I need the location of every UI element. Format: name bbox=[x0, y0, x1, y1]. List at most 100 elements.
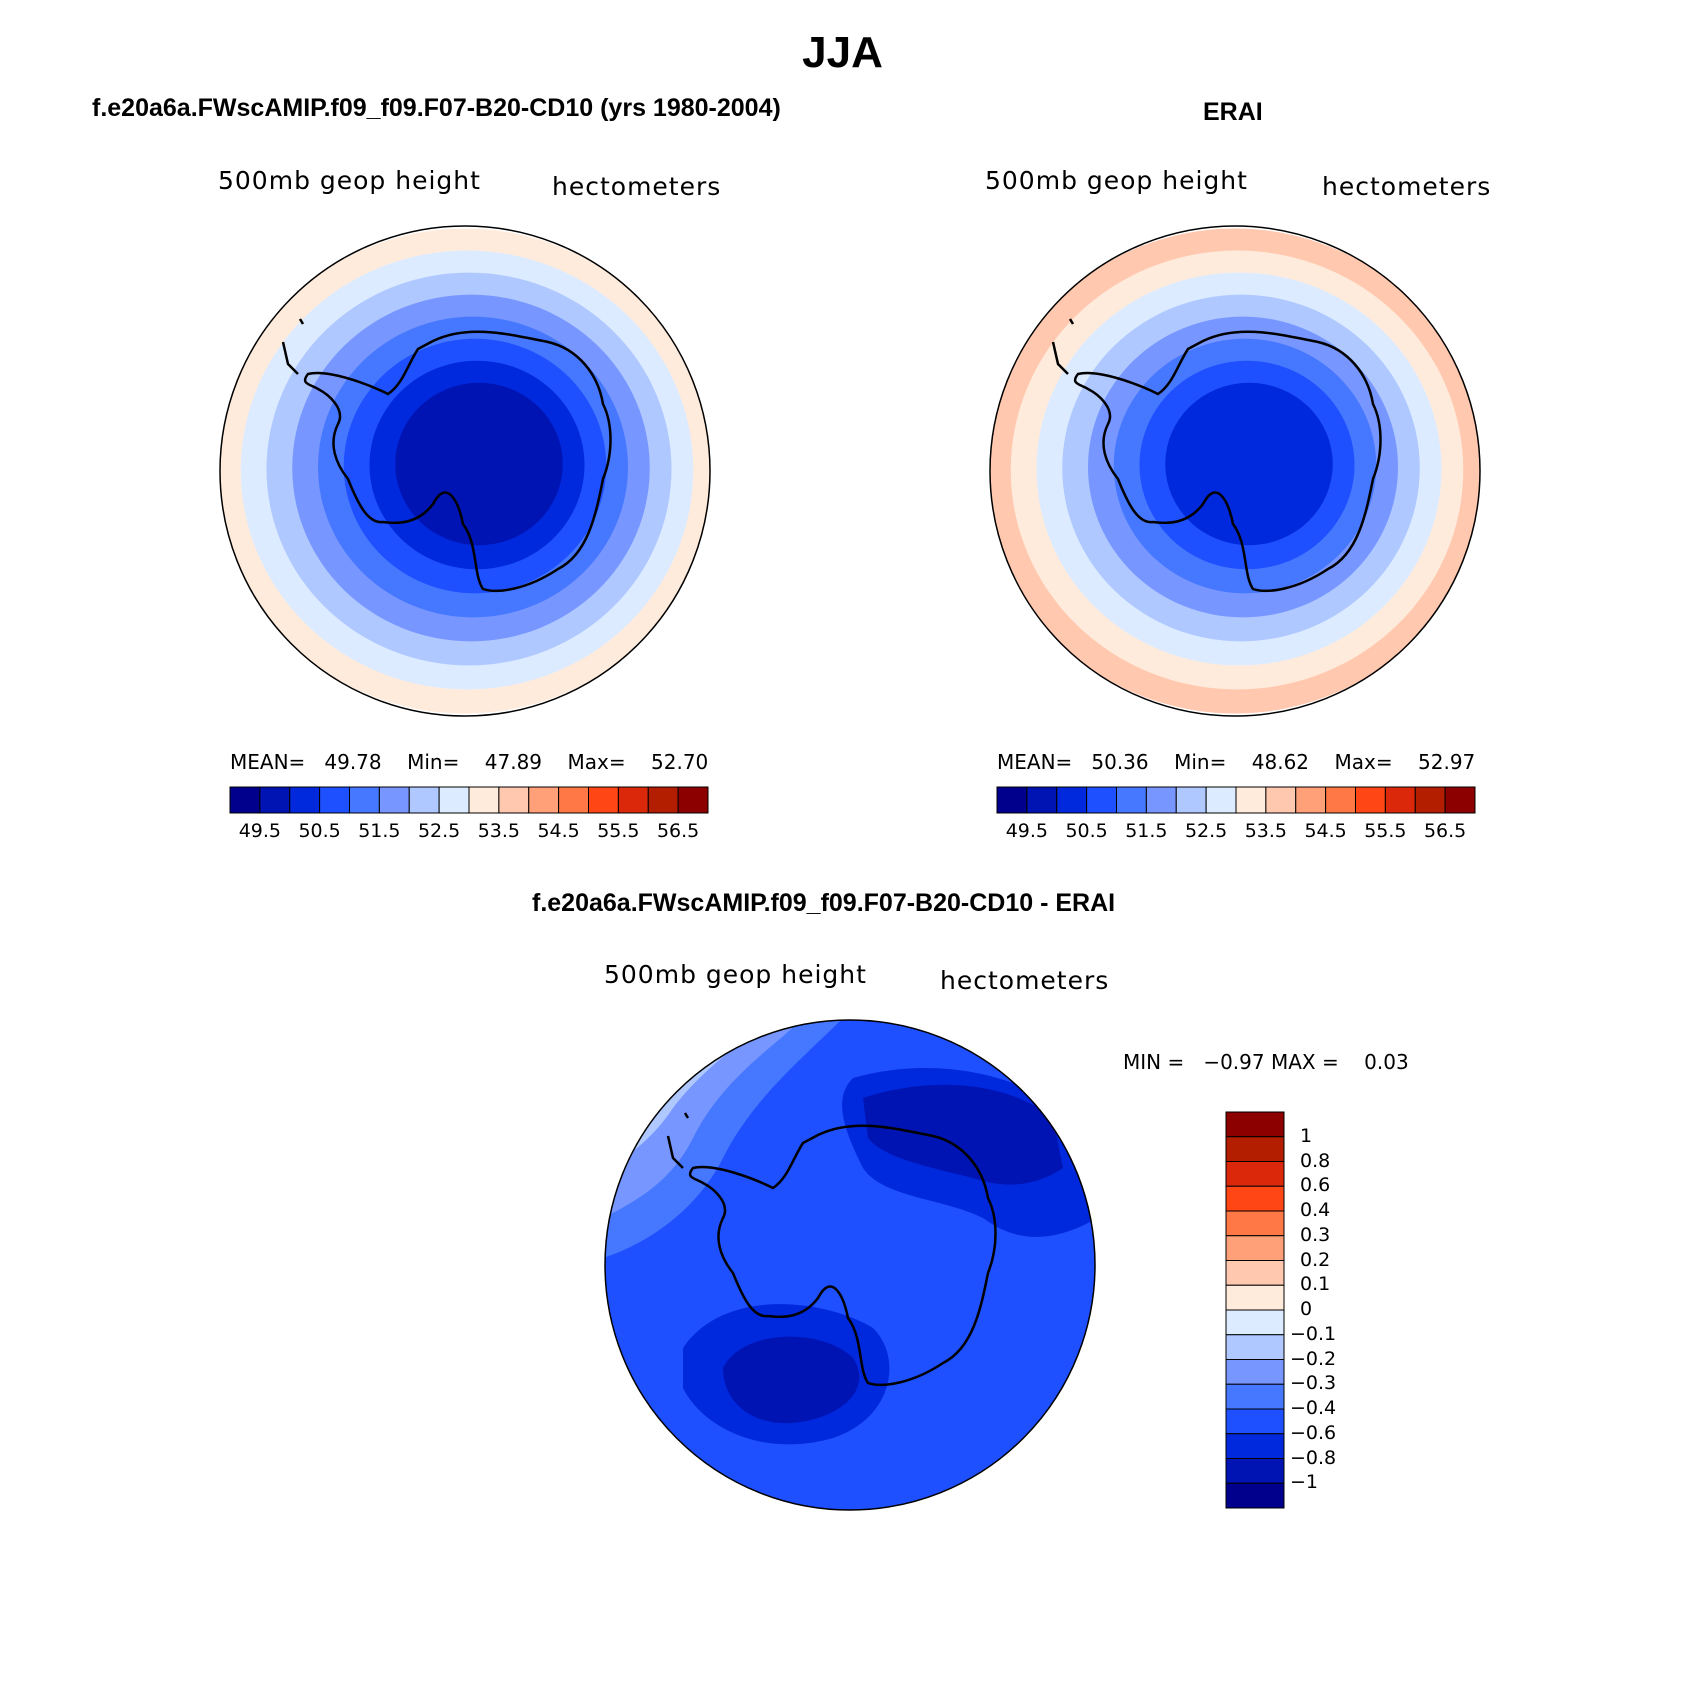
colorbar-model bbox=[229, 786, 709, 814]
colorbar-swatch bbox=[1414, 786, 1446, 814]
colorbar-swatch bbox=[319, 786, 350, 814]
colorbar-tick-label: 0.2 bbox=[1300, 1248, 1331, 1271]
panel-model-units: hectometers bbox=[552, 172, 722, 201]
colorbar-swatch bbox=[1225, 1111, 1285, 1138]
panel-model-variable: 500mb geop height bbox=[218, 166, 481, 195]
colorbar-swatch bbox=[229, 786, 261, 814]
colorbar-tick-label: 56.5 bbox=[1423, 820, 1467, 842]
colorbar-swatch bbox=[1325, 786, 1356, 814]
colorbar-swatch bbox=[1444, 786, 1476, 814]
colorbar-swatch bbox=[1205, 786, 1237, 814]
colorbar-tick-label: 49.5 bbox=[238, 820, 282, 842]
diff-heading: f.e20a6a.FWscAMIP.f09_f09.F07-B20-CD10 -… bbox=[532, 889, 1116, 917]
colorbar-swatch bbox=[1225, 1185, 1285, 1212]
colorbar-tick-label: 0.6 bbox=[1300, 1174, 1331, 1197]
colorbar-swatch bbox=[1225, 1161, 1285, 1187]
colorbar-swatch bbox=[1225, 1433, 1285, 1459]
diff-minmax: MIN = −0.97 MAX = 0.03 bbox=[1123, 1050, 1409, 1074]
colorbar-swatch bbox=[468, 786, 500, 814]
colorbar-swatch bbox=[378, 786, 410, 814]
colorbar-swatch bbox=[1225, 1284, 1285, 1311]
colorbar-tick-label: 52.5 bbox=[417, 820, 461, 842]
colorbar-swatch bbox=[677, 786, 709, 814]
panel-model-heading: f.e20a6a.FWscAMIP.f09_f09.F07-B20-CD10 (… bbox=[92, 94, 781, 122]
colorbar-swatch bbox=[1175, 786, 1207, 814]
colorbar-tick-label: 0.1 bbox=[1300, 1273, 1331, 1296]
colorbar-tick-label: 54.5 bbox=[1304, 820, 1347, 842]
colorbar-swatch bbox=[1225, 1458, 1285, 1484]
colorbar-swatch bbox=[498, 786, 530, 814]
colorbar-tick-label: 53.5 bbox=[477, 820, 521, 842]
colorbar-erai bbox=[996, 786, 1476, 814]
colorbar-tick-label: 1 bbox=[1300, 1124, 1313, 1147]
colorbar-tick-label: −0.4 bbox=[1290, 1397, 1337, 1419]
colorbar-tick-label: 0 bbox=[1300, 1298, 1313, 1320]
colorbar-swatch bbox=[1225, 1408, 1285, 1435]
map-model bbox=[219, 225, 711, 717]
panel-erai-units: hectometers bbox=[1322, 172, 1492, 201]
colorbar-tick-label: −0.8 bbox=[1290, 1446, 1337, 1469]
colorbar-tick-label: 0.3 bbox=[1300, 1223, 1331, 1246]
colorbar-swatch bbox=[1225, 1482, 1285, 1509]
colorbar-swatch bbox=[349, 786, 380, 814]
colorbar-difference bbox=[1225, 1111, 1285, 1509]
colorbar-swatch bbox=[1086, 786, 1117, 814]
map-difference bbox=[604, 1019, 1096, 1511]
colorbar-swatch bbox=[1225, 1309, 1285, 1336]
colorbar-swatch bbox=[438, 786, 470, 814]
colorbar-tick-label: −1 bbox=[1290, 1471, 1319, 1494]
colorbar-tick-label: 51.5 bbox=[1125, 820, 1168, 842]
colorbar-tick-label: 52.5 bbox=[1184, 820, 1228, 842]
colorbar-swatch bbox=[1116, 786, 1147, 814]
contour-band bbox=[395, 382, 563, 546]
colorbar-swatch bbox=[617, 786, 649, 814]
colorbar-swatch bbox=[1026, 786, 1058, 814]
colorbar-swatch bbox=[1265, 786, 1297, 814]
colorbar-swatch bbox=[1225, 1210, 1285, 1237]
map-erai bbox=[989, 225, 1481, 717]
colorbar-swatch bbox=[1225, 1136, 1285, 1162]
colorbar-swatch bbox=[1145, 786, 1177, 814]
colorbar-tick-label: 50.5 bbox=[298, 820, 341, 842]
colorbar-swatch bbox=[1225, 1383, 1285, 1410]
colorbar-swatch bbox=[1235, 786, 1267, 814]
colorbar-tick-label: 54.5 bbox=[537, 820, 580, 842]
colorbar-swatch bbox=[1056, 786, 1088, 814]
colorbar-swatch bbox=[1225, 1235, 1285, 1261]
colorbar-swatch bbox=[1295, 786, 1327, 814]
colorbar-tick-label: 51.5 bbox=[358, 820, 401, 842]
coastline-difference bbox=[688, 1124, 997, 1387]
colorbar-swatch bbox=[1225, 1359, 1285, 1385]
colorbar-tick-label: −0.3 bbox=[1290, 1372, 1337, 1395]
colorbar-swatch bbox=[1384, 786, 1416, 814]
colorbar-swatch bbox=[1355, 786, 1386, 814]
colorbar-tick-label: 0.4 bbox=[1300, 1199, 1331, 1221]
colorbar-tick-label: −0.1 bbox=[1290, 1322, 1337, 1345]
panel-erai-heading: ERAI bbox=[1203, 98, 1263, 126]
diff-variable: 500mb geop height bbox=[604, 960, 867, 989]
colorbar-swatch bbox=[1225, 1260, 1285, 1286]
colorbar-swatch bbox=[289, 786, 321, 814]
panel-erai-variable: 500mb geop height bbox=[985, 166, 1248, 195]
colorbar-tick-label: 53.5 bbox=[1244, 820, 1288, 842]
panel-model-stats: MEAN= 49.78 Min= 47.89 Max= 52.70 bbox=[230, 750, 709, 774]
colorbar-tick-label: 55.5 bbox=[597, 820, 640, 842]
colorbar-swatch bbox=[1225, 1334, 1285, 1360]
diff-units: hectometers bbox=[940, 966, 1110, 995]
colorbar-swatch bbox=[259, 786, 291, 814]
figure-title: JJA bbox=[802, 28, 883, 77]
panel-erai-stats: MEAN= 50.36 Min= 48.62 Max= 52.97 bbox=[997, 750, 1476, 774]
colorbar-swatch bbox=[647, 786, 679, 814]
contour-band bbox=[1165, 382, 1333, 546]
colorbar-swatch bbox=[408, 786, 440, 814]
colorbar-tick-label: −0.2 bbox=[1290, 1347, 1337, 1370]
colorbar-tick-label: 0.8 bbox=[1300, 1149, 1331, 1172]
colorbar-swatch bbox=[996, 786, 1028, 814]
colorbar-swatch bbox=[558, 786, 589, 814]
colorbar-tick-label: 49.5 bbox=[1005, 820, 1049, 842]
colorbar-tick-label: 50.5 bbox=[1065, 820, 1108, 842]
coastline-model bbox=[303, 330, 612, 593]
colorbar-swatch bbox=[588, 786, 619, 814]
coastline-erai bbox=[1073, 330, 1382, 593]
colorbar-tick-label: 55.5 bbox=[1364, 820, 1407, 842]
